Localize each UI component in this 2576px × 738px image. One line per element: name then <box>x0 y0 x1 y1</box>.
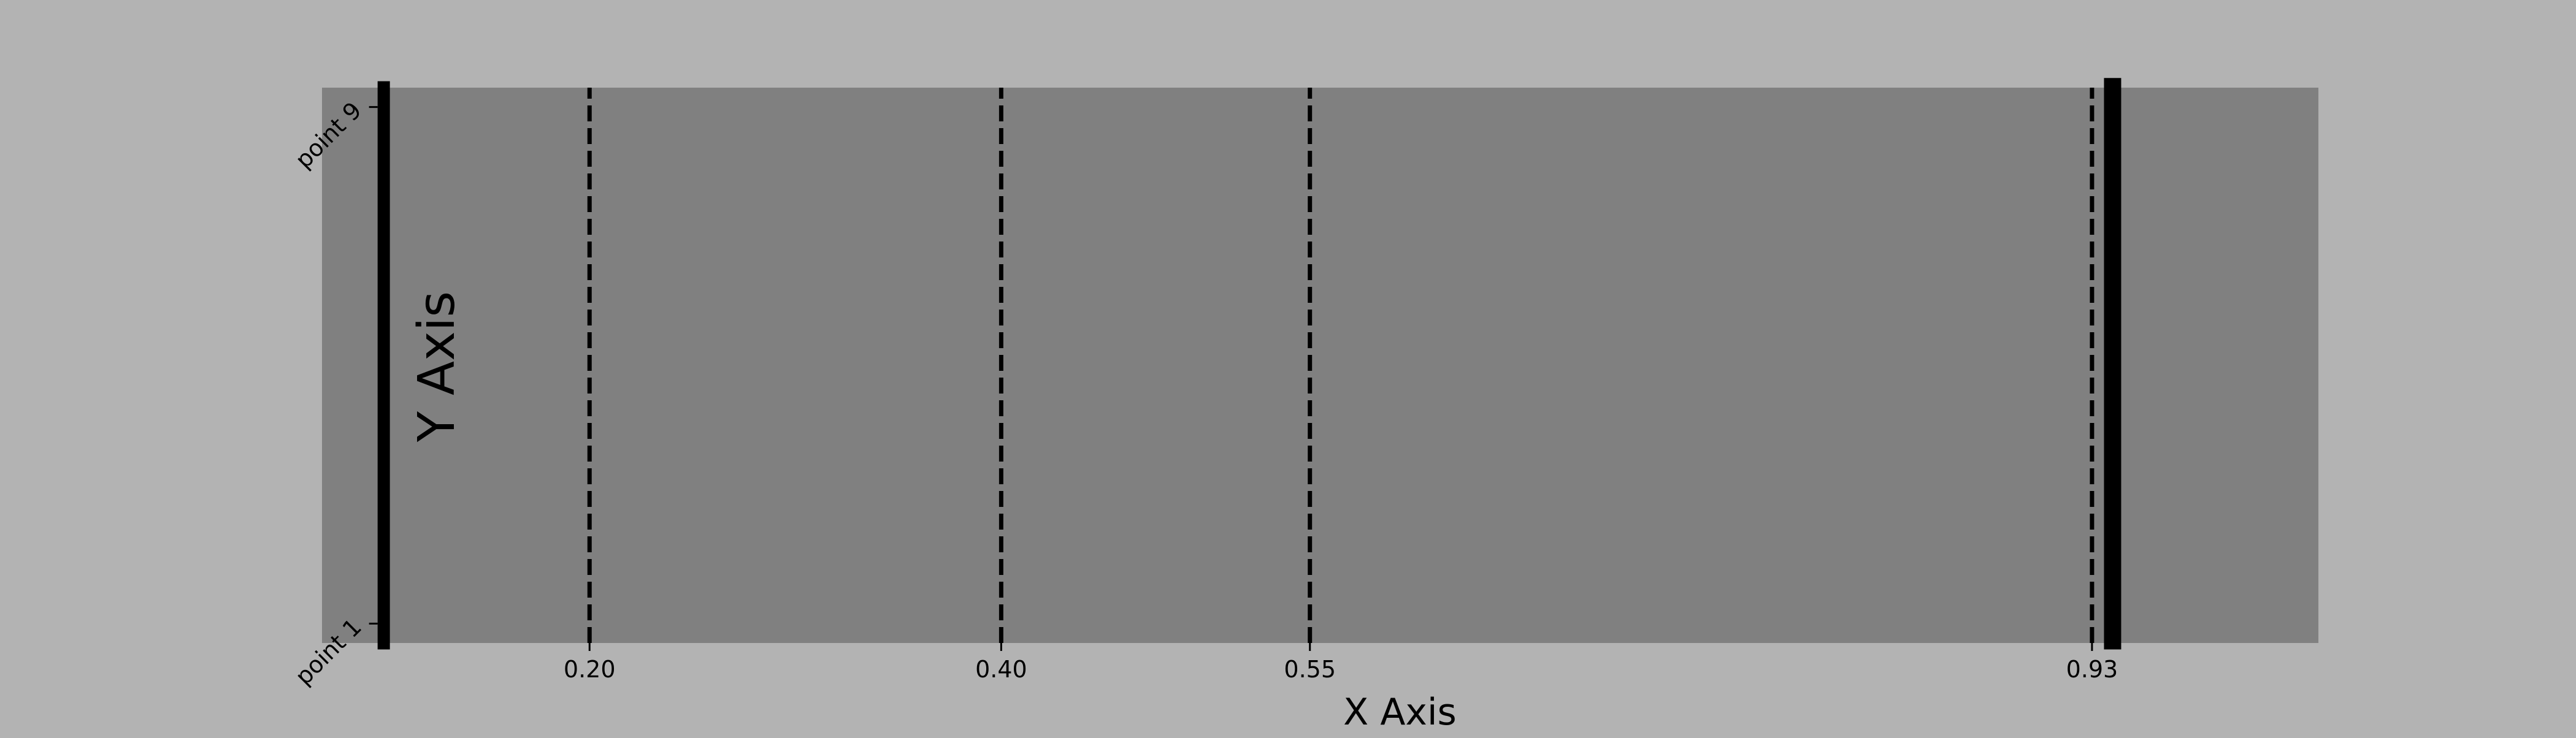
x-tick-label-1: 0.20 <box>564 656 616 683</box>
x-tick-label-2: 0.40 <box>975 656 1027 683</box>
series-layer <box>377 78 2122 650</box>
x-tick-label-3: 0.55 <box>1284 656 1336 683</box>
x-tick-label-4: 0.93 <box>2066 656 2118 683</box>
plot-area <box>322 88 2318 643</box>
x-axis-label: X Axis <box>1343 691 1457 734</box>
y-axis-label: Y Axis <box>408 291 466 443</box>
